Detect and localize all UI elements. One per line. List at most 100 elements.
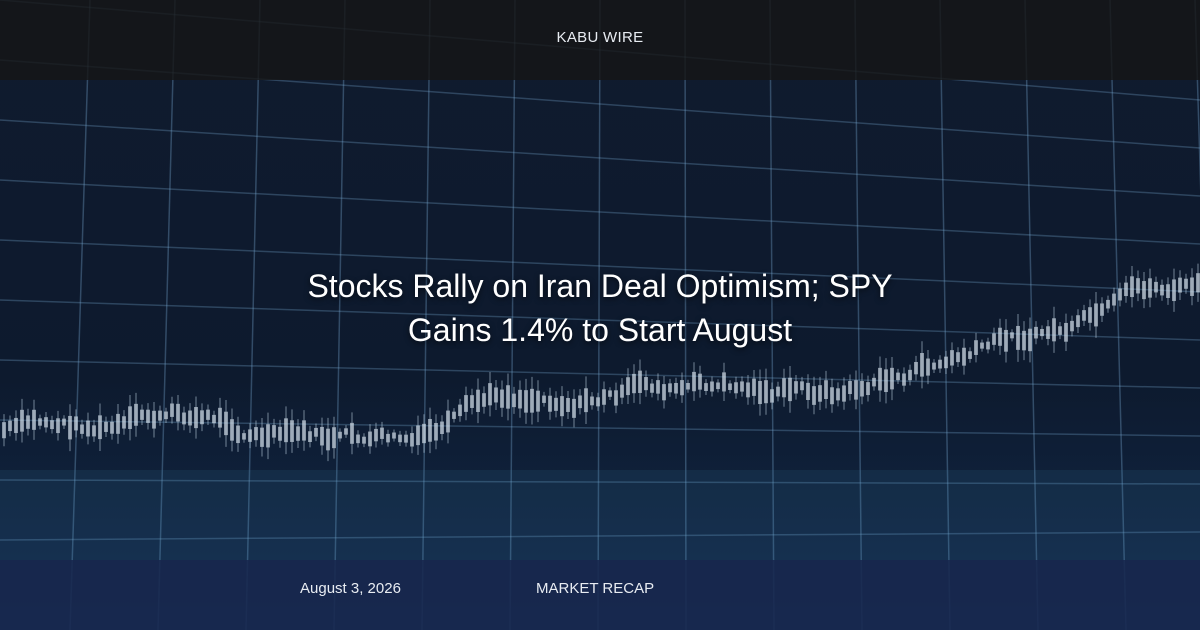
candle-body (518, 389, 522, 409)
candle-body (122, 416, 126, 429)
bottom-bar (0, 560, 1200, 630)
candle-body (1196, 273, 1200, 293)
candle-body (722, 372, 726, 392)
candle-body (170, 403, 174, 417)
glow (0, 470, 1200, 560)
candle-body (758, 380, 762, 405)
candle-body (74, 416, 78, 431)
candle-body (332, 427, 336, 449)
candle-body (476, 389, 480, 413)
candle-body (1160, 284, 1164, 296)
candle-body (566, 397, 570, 412)
candle-body (302, 420, 306, 441)
candle-body (1028, 328, 1032, 352)
candle-body (1016, 325, 1020, 350)
candle-body (422, 423, 426, 444)
candle-body (626, 377, 630, 396)
candle-body (1136, 278, 1140, 294)
candle-body (938, 359, 942, 369)
candle-body (218, 407, 222, 428)
candle-body (512, 393, 516, 408)
candle-body (776, 386, 780, 397)
candle-body (320, 426, 324, 446)
candle-body (206, 409, 210, 420)
candle-body (440, 421, 444, 435)
candle-body (50, 420, 54, 430)
candle-body (92, 425, 96, 437)
grid-line (245, 0, 261, 630)
category: MARKET RECAP (536, 580, 655, 597)
candle-body (596, 397, 600, 407)
candle-body (854, 380, 858, 400)
candle-body (818, 385, 822, 402)
candle-body (446, 410, 450, 433)
candle-body (728, 383, 732, 390)
candle-body (740, 381, 744, 392)
candle-body (380, 427, 384, 439)
candle-body (62, 418, 66, 426)
candle-body (458, 404, 462, 417)
candle-body (836, 388, 840, 401)
candle-body (158, 410, 162, 421)
candle-body (44, 417, 48, 428)
candle-body (578, 395, 582, 409)
candle-body (1064, 322, 1068, 342)
candle-body (620, 384, 624, 398)
candle-body (1040, 328, 1044, 337)
candle-body (764, 380, 768, 404)
grid-line (0, 239, 1200, 293)
candle-body (80, 424, 84, 434)
candle-body (68, 415, 72, 440)
candle-body (878, 367, 882, 391)
candle-body (956, 352, 960, 363)
candle-body (692, 371, 696, 392)
candle-body (14, 417, 18, 434)
date: August 3, 2026 (300, 580, 401, 597)
candle-body (86, 420, 90, 437)
candle-body (182, 412, 186, 425)
candle-body (614, 390, 618, 406)
candle-body (374, 428, 378, 442)
candle-body (8, 420, 12, 432)
candle-body (56, 418, 60, 434)
candle-body (494, 387, 498, 403)
candle-body (914, 361, 918, 375)
candle-body (452, 411, 456, 419)
candle-body (770, 389, 774, 403)
candle-body (668, 383, 672, 393)
candle-body (200, 410, 204, 425)
candle-body (164, 411, 168, 420)
candle-body (224, 411, 228, 436)
candle-body (212, 414, 216, 424)
grid-line (769, 0, 775, 630)
candle-body (26, 415, 30, 429)
grid-line (0, 531, 1200, 541)
candle-body (950, 350, 954, 366)
candle-body (752, 378, 756, 396)
grid-line (0, 179, 1200, 245)
grid-line (421, 0, 431, 630)
candle-body (404, 434, 408, 443)
candle-body (266, 424, 270, 448)
grid-line (69, 0, 91, 630)
candle-body (1190, 277, 1194, 296)
candle-body (1082, 310, 1086, 321)
candle-body (524, 390, 528, 413)
candle-body (980, 342, 984, 349)
candle-body (236, 425, 240, 444)
candle-body (1166, 284, 1170, 298)
candle-body (1052, 318, 1056, 342)
candle-body (356, 434, 360, 444)
candle-body (1172, 279, 1176, 302)
candle-body (410, 433, 414, 447)
candle-body (584, 388, 588, 413)
candle-body (1058, 326, 1062, 335)
candle-body (110, 421, 114, 434)
candle-body (704, 383, 708, 391)
grid-line (1109, 0, 1127, 630)
candle-body (860, 381, 864, 397)
candle-body (872, 377, 876, 387)
candle-body (542, 395, 546, 403)
candle-body (260, 427, 264, 447)
